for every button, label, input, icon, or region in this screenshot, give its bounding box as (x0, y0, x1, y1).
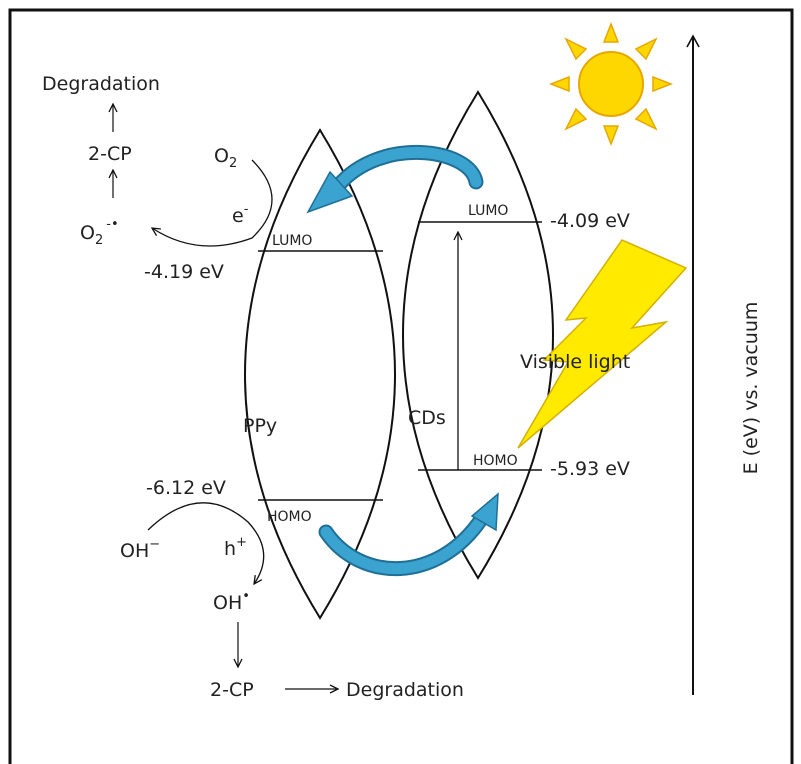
ppy-lumo-energy: -4.19 eV (144, 261, 224, 283)
two-cp-bottom: 2-CP (210, 679, 254, 701)
ppy-lumo-label: LUMO (272, 233, 312, 249)
cds-lumo-energy: -4.09 eV (550, 210, 630, 232)
sun-icon (548, 21, 674, 147)
electron-transfer-arrow-icon (306, 145, 484, 214)
oh-minus-label: OH− (120, 537, 160, 562)
hole-label: h+ (224, 535, 247, 560)
ppy-homo-energy: -6.12 eV (146, 477, 226, 499)
ppy-label: PPy (243, 415, 277, 437)
energy-axis-label: E (eV) vs. vacuum (740, 302, 762, 475)
oh-radical-label: OH• (213, 589, 250, 614)
two-cp-top: 2-CP (88, 143, 132, 165)
o2-reduction-arrow (152, 159, 273, 247)
figure-border (8, 8, 794, 764)
cds-lumo-label: LUMO (468, 203, 508, 219)
lightning-icon (517, 239, 688, 449)
cds-band-lens (402, 90, 554, 580)
degradation-top: Degradation (42, 73, 160, 95)
cds-homo-label: HOMO (473, 453, 518, 469)
degradation-bottom: Degradation (346, 679, 464, 701)
visible-light-label: Visible light (520, 351, 630, 373)
o2-label: O2 (214, 145, 237, 171)
cds-homo-energy: -5.93 eV (550, 458, 630, 480)
ppy-homo-label: HOMO (267, 509, 312, 525)
hole-transfer-arrow-icon (318, 492, 499, 577)
o2-radical-label: O2-• (80, 217, 119, 248)
cds-label: CDs (408, 407, 446, 429)
oh-oxidation-arrow (147, 502, 265, 584)
electron-label: e- (232, 202, 249, 227)
ppy-band-lens (244, 128, 396, 620)
